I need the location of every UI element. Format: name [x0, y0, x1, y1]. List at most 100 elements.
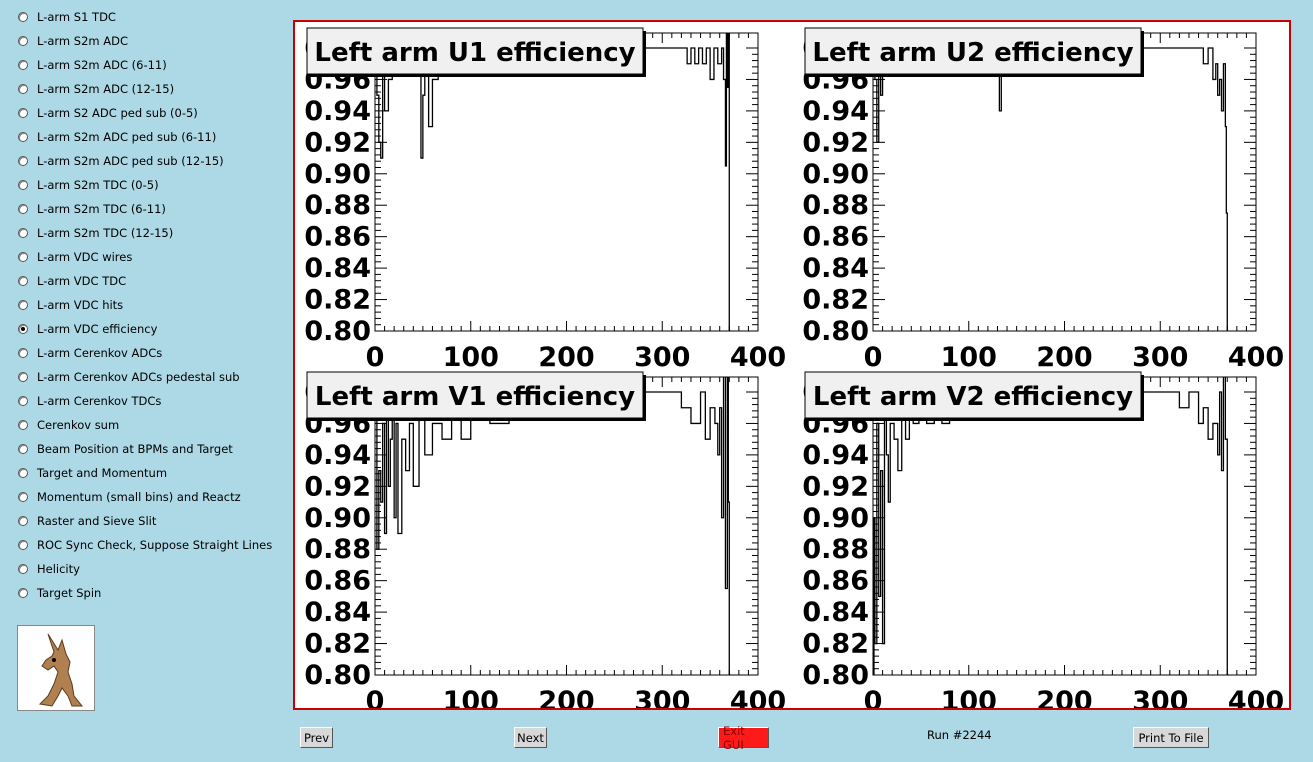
- radio-button[interactable]: [18, 420, 28, 430]
- print-to-file-button[interactable]: Print To File: [1133, 727, 1209, 748]
- plot-frame: [872, 376, 1257, 676]
- histogram-option[interactable]: L-arm S1 TDC ped sub: [18, 0, 166, 2]
- option-label: L-arm VDC efficiency: [37, 322, 158, 336]
- radio-button[interactable]: [18, 468, 28, 478]
- histogram-option[interactable]: L-arm VDC TDC: [18, 272, 126, 290]
- histogram-option[interactable]: L-arm Cerenkov ADCs pedestal sub: [18, 368, 240, 386]
- y-tick-label: 0.84: [304, 253, 371, 284]
- histogram-option[interactable]: L-arm VDC efficiency: [18, 320, 157, 338]
- radio-button[interactable]: [18, 132, 28, 142]
- radio-button[interactable]: [18, 156, 28, 166]
- option-label: Target and Momentum: [37, 466, 168, 480]
- x-tick-label: 100: [443, 686, 499, 708]
- radio-button[interactable]: [18, 516, 28, 526]
- y-tick-label: 0.94: [304, 96, 371, 127]
- histogram-option[interactable]: L-arm VDC hits: [18, 296, 123, 314]
- histogram-option[interactable]: L-arm S2m TDC (0-5): [18, 176, 159, 194]
- radio-button[interactable]: [18, 204, 28, 214]
- histogram-option[interactable]: Cerenkov sum: [18, 416, 119, 434]
- x-tick-label: 200: [1036, 686, 1092, 708]
- radio-button[interactable]: [18, 108, 28, 118]
- histogram-option[interactable]: L-arm Cerenkov ADCs: [18, 344, 162, 362]
- y-tick-label: 0.82: [802, 285, 869, 316]
- option-label: Beam Position at BPMs and Target: [37, 442, 233, 456]
- efficiency-chart: 0.800.820.840.860.880.900.920.940.960.98…: [304, 27, 786, 373]
- y-tick-label: 0.92: [304, 127, 371, 158]
- option-label: ROC Sync Check, Suppose Straight Lines: [37, 538, 273, 552]
- radio-button[interactable]: [18, 84, 28, 94]
- exit-gui-button[interactable]: Exit GUI: [718, 724, 769, 752]
- histogram-option[interactable]: Beam Position at BPMs and Target: [18, 440, 233, 458]
- radio-button[interactable]: [18, 372, 28, 382]
- y-tick-label: 0.88: [304, 190, 371, 221]
- histogram-option[interactable]: L-arm S2 ADC ped sub (0-5): [18, 104, 198, 122]
- radio-button[interactable]: [18, 396, 28, 406]
- x-tick-label: 0: [864, 342, 883, 373]
- radio-button[interactable]: [18, 228, 28, 238]
- radio-button[interactable]: [18, 12, 28, 22]
- x-tick-label: 400: [1228, 686, 1284, 708]
- option-label: L-arm S1 TDC: [37, 10, 116, 24]
- histogram-option[interactable]: L-arm S2m TDC (6-11): [18, 200, 166, 218]
- radio-button[interactable]: [18, 540, 28, 550]
- radio-button[interactable]: [18, 564, 28, 574]
- histogram-option[interactable]: L-arm S2m ADC ped sub (6-11): [18, 128, 216, 146]
- y-tick-label: 0.92: [304, 471, 371, 502]
- histogram-option[interactable]: Target Spin: [18, 584, 101, 602]
- next-button[interactable]: Next: [514, 727, 547, 748]
- y-tick-label: 0.86: [802, 222, 869, 253]
- y-tick-label: 0.90: [802, 159, 869, 190]
- y-tick-label: 0.94: [802, 96, 869, 127]
- histogram-option[interactable]: L-arm S1 TDC: [18, 8, 116, 26]
- plot-frame: [374, 32, 759, 332]
- histogram-option[interactable]: Target and Momentum: [18, 464, 167, 482]
- histogram-option[interactable]: L-arm S2m ADC: [18, 32, 128, 50]
- histogram-option[interactable]: L-arm Cerenkov TDCs: [18, 392, 161, 410]
- option-label: Cerenkov sum: [37, 418, 120, 432]
- option-label: L-arm S2m ADC (6-11): [37, 58, 167, 72]
- title-background: [804, 27, 1142, 75]
- radio-button[interactable]: [18, 180, 28, 190]
- radio-button[interactable]: [18, 492, 28, 502]
- histogram-option[interactable]: L-arm S2m ADC ped sub (12-15): [18, 152, 224, 170]
- efficiency-chart: 0.800.820.840.860.880.900.920.940.960.98…: [802, 371, 1284, 717]
- histogram-option[interactable]: L-arm S2m TDC (12-15): [18, 224, 173, 242]
- histogram-selector-panel: L-arm S1 TDC ped sub L-arm S1 TDC L-arm S2…: [0, 0, 290, 762]
- histogram-option[interactable]: Momentum (small bins) and Reactz: [18, 488, 241, 506]
- y-tick-label: 0.88: [802, 534, 869, 565]
- histogram-option[interactable]: L-arm S2m ADC (6-11): [18, 56, 167, 74]
- y-tick-label: 0.86: [304, 566, 371, 597]
- x-tick-label: 100: [443, 342, 499, 373]
- radio-button[interactable]: [18, 276, 28, 286]
- coyote-logo: [38, 633, 84, 707]
- efficiency-chart: 0.800.820.840.860.880.900.920.940.960.98…: [802, 27, 1284, 373]
- x-tick-label: 300: [1132, 342, 1188, 373]
- y-tick-label: 0.82: [304, 629, 371, 660]
- option-label: Helicity: [37, 562, 80, 576]
- radio-button[interactable]: [18, 36, 28, 46]
- chart-title-box: Left arm V2 efficiency: [804, 371, 1144, 421]
- x-tick-label: 0: [366, 342, 385, 373]
- option-label: L-arm S2m TDC (6-11): [37, 202, 166, 216]
- histogram-option[interactable]: Raster and Sieve Slit: [18, 512, 156, 530]
- radio-button[interactable]: [18, 252, 28, 262]
- y-tick-label: 0.86: [802, 566, 869, 597]
- prev-button[interactable]: Prev: [300, 727, 333, 748]
- histogram-option[interactable]: ROC Sync Check, Suppose Straight Lines: [18, 536, 272, 554]
- histogram-option[interactable]: Helicity: [18, 560, 80, 578]
- y-tick-label: 0.94: [304, 440, 371, 471]
- plot-frame: [374, 376, 759, 676]
- histogram-option[interactable]: L-arm S2m ADC (12-15): [18, 80, 174, 98]
- radio-button[interactable]: [18, 588, 28, 598]
- y-tick-label: 0.80: [802, 316, 869, 347]
- radio-button[interactable]: [18, 60, 28, 70]
- chart-title-box: Left arm V1 efficiency: [306, 371, 646, 421]
- radio-button[interactable]: [18, 444, 28, 454]
- radio-button[interactable]: [18, 300, 28, 310]
- radio-button[interactable]: [18, 348, 28, 358]
- option-label: L-arm Cerenkov ADCs pedestal sub: [37, 370, 240, 384]
- efficiency-plots: 0.800.820.840.860.880.900.920.940.960.98…: [304, 27, 1284, 717]
- y-tick-label: 0.84: [304, 597, 371, 628]
- radio-button[interactable]: [18, 324, 28, 334]
- histogram-option[interactable]: L-arm VDC wires: [18, 248, 132, 266]
